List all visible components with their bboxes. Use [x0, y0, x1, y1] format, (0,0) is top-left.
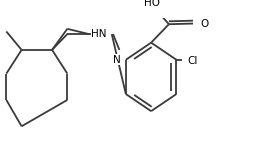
- Text: HN: HN: [91, 29, 107, 39]
- Text: O: O: [201, 19, 209, 28]
- Text: HO: HO: [145, 0, 160, 8]
- Text: N: N: [113, 55, 121, 65]
- Text: Cl: Cl: [188, 56, 198, 66]
